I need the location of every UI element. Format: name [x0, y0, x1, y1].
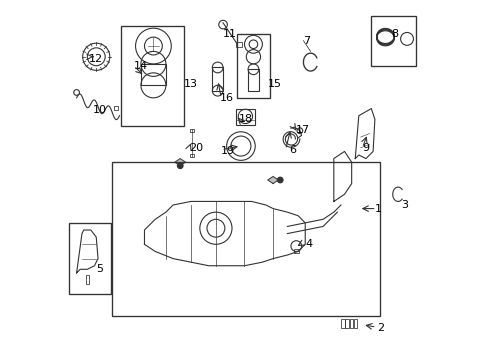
Text: 15: 15	[267, 78, 281, 89]
Text: 13: 13	[183, 78, 197, 89]
Text: 2: 2	[376, 323, 383, 333]
Text: 4: 4	[305, 239, 312, 249]
Text: 14: 14	[134, 61, 147, 71]
Circle shape	[177, 163, 183, 168]
Bar	[349, 319, 352, 328]
Bar	[112, 162, 380, 316]
Bar	[86, 275, 89, 284]
Text: 16: 16	[219, 93, 233, 103]
Text: 5: 5	[96, 264, 103, 274]
Bar	[212, 67, 223, 91]
Bar	[190, 129, 193, 132]
Bar	[345, 319, 348, 328]
Text: 19: 19	[221, 147, 235, 157]
Bar	[293, 249, 299, 253]
Bar	[235, 109, 255, 125]
Text: 11: 11	[223, 28, 237, 39]
Text: 18: 18	[239, 114, 253, 124]
Bar	[235, 42, 242, 47]
Text: 7: 7	[303, 36, 310, 46]
Text: 9: 9	[362, 143, 369, 153]
Bar	[121, 26, 183, 126]
Text: 1: 1	[374, 203, 381, 213]
Bar	[370, 16, 415, 66]
Bar	[247, 69, 258, 91]
Polygon shape	[267, 176, 278, 184]
Text: 8: 8	[390, 28, 397, 39]
Text: 10: 10	[93, 105, 106, 115]
Bar	[114, 106, 118, 111]
Bar	[190, 154, 193, 157]
Text: 3: 3	[401, 200, 408, 210]
Bar	[69, 223, 110, 294]
Text: 17: 17	[296, 125, 310, 135]
Bar	[141, 64, 165, 85]
Bar	[353, 319, 357, 328]
Bar	[340, 319, 344, 328]
Circle shape	[277, 177, 283, 183]
Polygon shape	[175, 158, 185, 166]
Bar	[237, 33, 269, 98]
Text: 12: 12	[89, 54, 103, 64]
Text: 6: 6	[288, 145, 296, 155]
Text: 20: 20	[189, 143, 203, 153]
